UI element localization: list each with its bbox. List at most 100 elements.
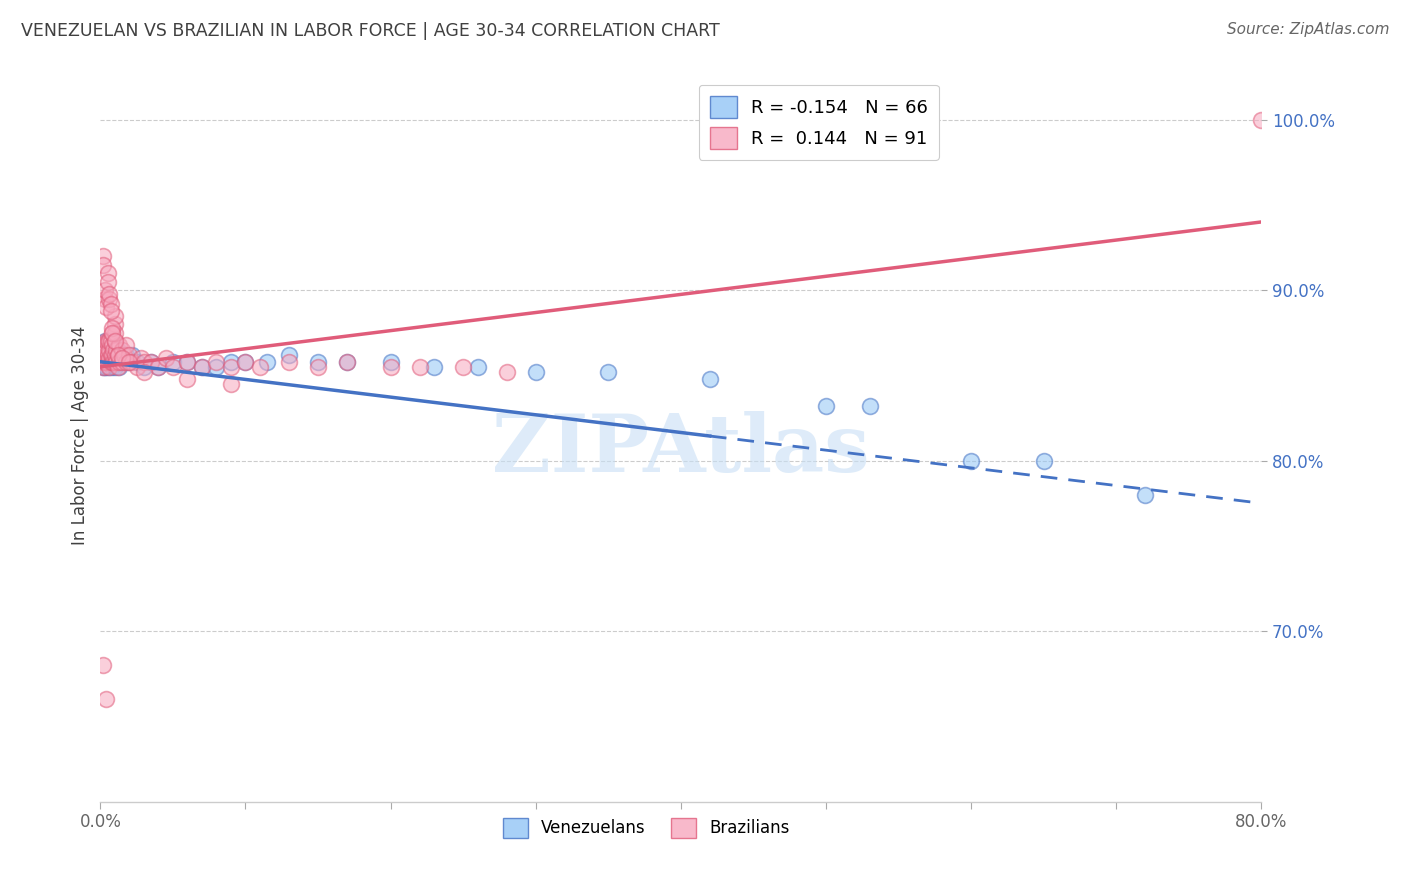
Point — [97, 348, 120, 362]
Point — [1032, 453, 1054, 467]
Point — [101, 348, 124, 362]
Point — [100, 337, 122, 351]
Text: Source: ZipAtlas.com: Source: ZipAtlas.com — [1226, 22, 1389, 37]
Point — [132, 355, 155, 369]
Point — [100, 348, 122, 362]
Point — [467, 359, 489, 374]
Point — [91, 337, 114, 351]
Point — [98, 343, 121, 357]
Point — [278, 348, 301, 362]
Point — [105, 355, 128, 369]
Point — [98, 286, 121, 301]
Point — [96, 351, 118, 366]
Point — [380, 355, 402, 369]
Y-axis label: In Labor Force | Age 30-34: In Labor Force | Age 30-34 — [72, 326, 89, 545]
Point — [155, 351, 177, 366]
Point — [108, 355, 131, 369]
Point — [93, 292, 115, 306]
Point — [98, 359, 121, 374]
Point — [101, 334, 124, 349]
Point — [249, 359, 271, 374]
Point — [96, 343, 118, 357]
Point — [105, 343, 128, 357]
Point — [91, 359, 114, 374]
Point — [219, 355, 242, 369]
Point — [90, 348, 112, 362]
Point — [91, 346, 114, 360]
Point — [101, 359, 124, 374]
Point — [96, 355, 118, 369]
Point — [96, 692, 118, 706]
Point — [336, 355, 359, 369]
Point — [699, 372, 721, 386]
Point — [90, 348, 112, 362]
Point — [121, 355, 143, 369]
Point — [91, 249, 114, 263]
Point — [960, 453, 983, 467]
Point — [104, 355, 127, 369]
Point — [104, 337, 127, 351]
Point — [103, 343, 125, 357]
Point — [111, 355, 134, 369]
Point — [125, 359, 148, 374]
Point — [1250, 112, 1272, 127]
Point — [108, 337, 131, 351]
Point — [91, 337, 114, 351]
Point — [101, 337, 124, 351]
Point — [121, 348, 143, 362]
Point — [112, 348, 135, 362]
Point — [91, 355, 114, 369]
Point — [93, 351, 115, 366]
Point — [176, 355, 198, 369]
Point — [96, 359, 118, 374]
Point — [104, 351, 127, 366]
Point — [104, 309, 127, 323]
Point — [408, 359, 430, 374]
Point — [91, 658, 114, 673]
Point — [103, 343, 125, 357]
Point — [101, 326, 124, 340]
Point — [101, 355, 124, 369]
Point — [97, 266, 120, 280]
Point — [104, 334, 127, 349]
Point — [93, 355, 115, 369]
Point — [115, 355, 138, 369]
Point — [191, 359, 214, 374]
Point — [111, 343, 134, 357]
Point — [162, 359, 184, 374]
Point — [118, 355, 141, 369]
Point — [93, 348, 115, 362]
Point — [96, 334, 118, 349]
Point — [100, 334, 122, 349]
Point — [598, 365, 620, 379]
Point — [96, 348, 118, 362]
Point — [96, 343, 118, 357]
Point — [107, 348, 129, 362]
Point — [91, 258, 114, 272]
Point — [98, 292, 121, 306]
Point — [93, 334, 115, 349]
Text: ZIPAtlas: ZIPAtlas — [492, 410, 869, 489]
Point — [336, 355, 359, 369]
Point — [108, 359, 131, 374]
Point — [256, 355, 278, 369]
Point — [307, 355, 329, 369]
Point — [107, 343, 129, 357]
Point — [90, 337, 112, 351]
Point — [307, 359, 329, 374]
Point — [219, 376, 242, 391]
Point — [96, 300, 118, 314]
Point — [107, 359, 129, 374]
Point — [176, 372, 198, 386]
Point — [98, 359, 121, 374]
Point — [101, 326, 124, 340]
Point — [380, 359, 402, 374]
Point — [105, 348, 128, 362]
Point — [235, 355, 257, 369]
Point — [90, 351, 112, 366]
Point — [132, 365, 155, 379]
Point — [1135, 488, 1157, 502]
Point — [108, 348, 131, 362]
Point — [162, 355, 184, 369]
Point — [104, 334, 127, 349]
